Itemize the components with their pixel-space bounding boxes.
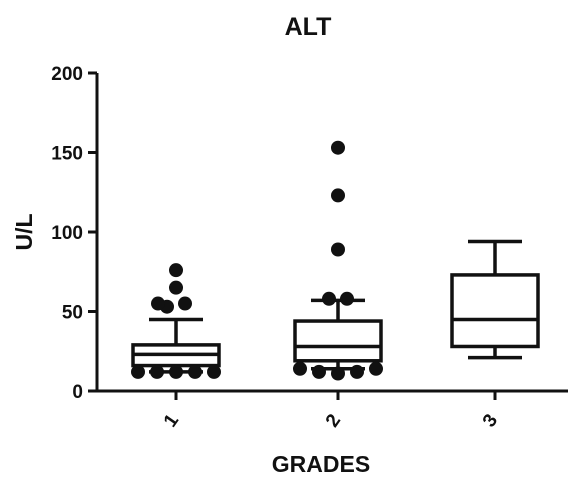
outlier-point — [151, 296, 165, 311]
outlier-point — [178, 296, 192, 311]
outlier-point — [312, 364, 326, 379]
x-axis-label: GRADES — [272, 451, 370, 477]
y-tick-label: 0 — [72, 382, 83, 403]
outlier-point — [350, 364, 364, 379]
outlier-point — [340, 291, 354, 306]
outlier-point — [322, 291, 336, 306]
outlier-point — [207, 364, 221, 379]
outlier-point — [188, 364, 202, 379]
x-tick-label: 3 — [479, 410, 502, 431]
y-tick-label: 50 — [62, 303, 83, 324]
x-tick-label: 1 — [160, 410, 184, 431]
outlier-point — [369, 361, 383, 376]
outlier-point — [331, 188, 345, 203]
outlier-point — [293, 361, 307, 376]
outlier-point — [169, 263, 183, 278]
outlier-point — [150, 364, 164, 379]
plot-area: 0 50 100 150 200 1 2 3 — [51, 64, 568, 431]
outlier-point — [169, 364, 183, 379]
outlier-point — [131, 364, 145, 379]
y-tick-label: 100 — [51, 223, 83, 244]
outlier-point — [331, 242, 345, 257]
outlier-point — [331, 140, 345, 155]
y-tick-label: 150 — [51, 144, 83, 165]
chart-title: ALT — [285, 13, 332, 41]
y-axis-label: U/L — [11, 213, 37, 250]
outlier-point — [331, 366, 345, 381]
box-iqr — [293, 319, 383, 363]
y-tick-label: 200 — [51, 64, 83, 85]
box-iqr — [450, 273, 540, 349]
x-tick-label: 2 — [322, 410, 345, 431]
outlier-point — [169, 280, 183, 295]
